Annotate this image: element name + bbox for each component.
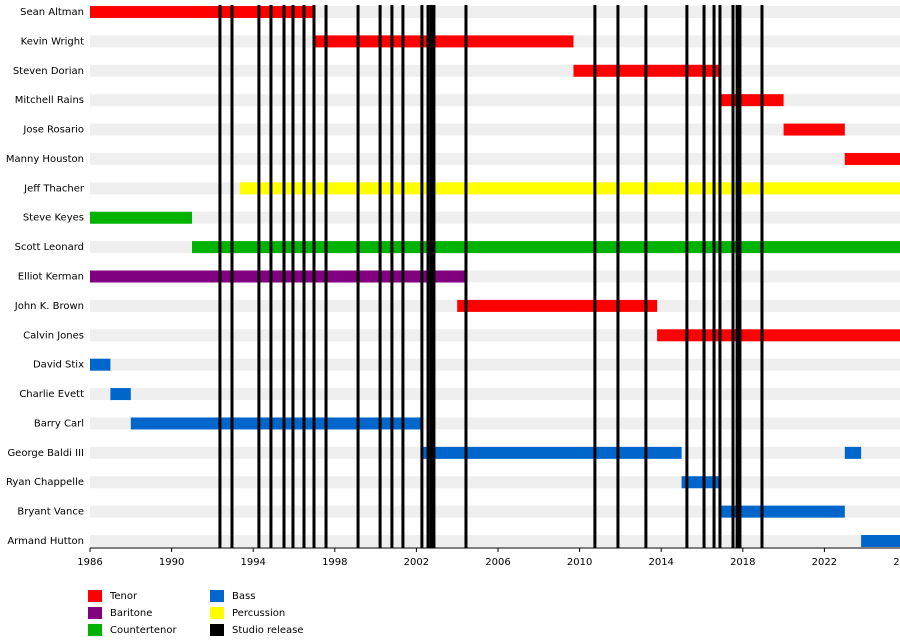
legend-label: Studio release (232, 625, 304, 636)
member-bar (720, 94, 784, 107)
y-tick-label: Kevin Wright (21, 36, 84, 47)
x-tick-label: 2010 (567, 557, 592, 568)
x-tick-label: 2006 (485, 557, 510, 568)
y-tick-label: Jeff Thacher (23, 183, 85, 194)
legend-swatch (210, 624, 224, 636)
x-tick-label: 2026 (893, 557, 900, 568)
row-stripe (90, 535, 900, 548)
member-bar (657, 329, 900, 342)
legend-swatch (210, 607, 224, 619)
legend-swatch (88, 590, 102, 602)
member-bar (130, 417, 421, 430)
legend-label: Bass (232, 591, 255, 602)
legend-label: Baritone (110, 608, 152, 619)
member-bar (239, 182, 900, 195)
legend-swatch (210, 590, 224, 602)
y-tick-label: Bryant Vance (17, 507, 84, 518)
y-tick-label: Calvin Jones (23, 330, 84, 341)
member-bar (90, 6, 315, 18)
legend-label: Countertenor (110, 625, 177, 636)
x-tick-label: 2002 (404, 557, 429, 568)
y-tick-label: Charlie Evett (19, 389, 84, 400)
x-tick-label: 1990 (159, 557, 184, 568)
row-stripe (90, 211, 900, 224)
y-tick-label: Elliot Kerman (18, 272, 84, 283)
row-stripe (90, 358, 900, 371)
y-tick-label: Barry Carl (34, 418, 84, 429)
x-tick-label: 1998 (322, 557, 347, 568)
y-tick-label: Armand Hutton (7, 536, 84, 547)
member-bar (844, 152, 900, 165)
member-bar (861, 535, 900, 548)
y-tick-label: David Stix (33, 360, 84, 371)
row-stripe (90, 152, 900, 165)
x-tick-label: 1986 (77, 557, 102, 568)
member-bar (90, 270, 468, 283)
member-bar (457, 299, 658, 312)
member-bar (90, 211, 192, 224)
member-bar (844, 446, 862, 459)
x-tick-label: 1994 (240, 557, 265, 568)
y-tick-label: Ryan Chappelle (6, 477, 84, 488)
legend-swatch (88, 624, 102, 636)
legend-swatch (88, 607, 102, 619)
y-tick-label: Steve Keyes (23, 213, 84, 224)
y-tick-label: Mitchell Rains (15, 95, 84, 106)
y-tick-label: Steven Dorian (13, 66, 84, 77)
row-stripe (90, 388, 900, 401)
member-bar (192, 241, 900, 254)
member-bar (681, 476, 721, 489)
row-stripe (90, 476, 900, 489)
y-tick-label: George Baldi III (7, 448, 84, 459)
y-tick-label: Jose Rosario (22, 125, 84, 136)
legend-label: Tenor (109, 591, 138, 602)
member-bar (720, 505, 845, 518)
x-tick-label: 2014 (648, 557, 673, 568)
member-bar (783, 123, 845, 136)
x-tick-label: 2022 (812, 557, 837, 568)
member-bar (314, 35, 574, 48)
y-tick-label: Scott Leonard (15, 242, 84, 253)
member-bar (110, 388, 131, 401)
y-tick-label: Manny Houston (6, 154, 84, 165)
y-tick-label: Sean Altman (20, 7, 84, 18)
member-bar (90, 358, 111, 371)
member-bar (420, 446, 682, 459)
row-stripe (90, 123, 900, 136)
y-tick-label: John K. Brown (14, 301, 84, 312)
legend-label: Percussion (232, 608, 285, 619)
x-tick-label: 2018 (730, 557, 755, 568)
row-stripe (90, 64, 900, 77)
